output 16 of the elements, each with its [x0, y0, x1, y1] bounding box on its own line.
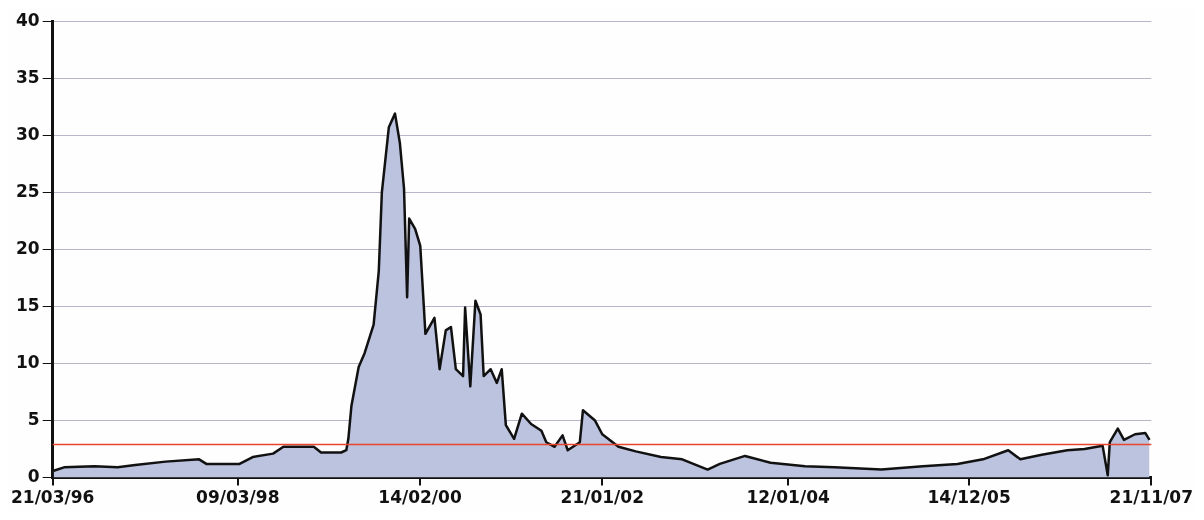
x-tick-label: 21/11/07	[1109, 487, 1193, 508]
y-tick-label: 5	[27, 408, 40, 429]
y-tick-label: 0	[27, 466, 40, 487]
x-tick-label: 14/12/05	[927, 487, 1011, 508]
x-tick-label: 14/02/00	[378, 487, 462, 508]
y-tick-label: 15	[16, 294, 40, 315]
y-tick-label: 20	[16, 237, 40, 258]
y-tick-label: 35	[16, 66, 40, 87]
x-tick-label: 09/03/98	[196, 487, 280, 508]
y-tick-label: 40	[16, 9, 40, 30]
x-tick-label: 12/01/04	[746, 487, 830, 508]
y-tick-label: 10	[16, 351, 40, 372]
y-tick-label: 30	[16, 123, 40, 144]
y-tick-label: 25	[16, 180, 40, 201]
x-tick-label: 21/03/96	[11, 487, 95, 508]
x-tick-label: 21/01/02	[560, 487, 644, 508]
